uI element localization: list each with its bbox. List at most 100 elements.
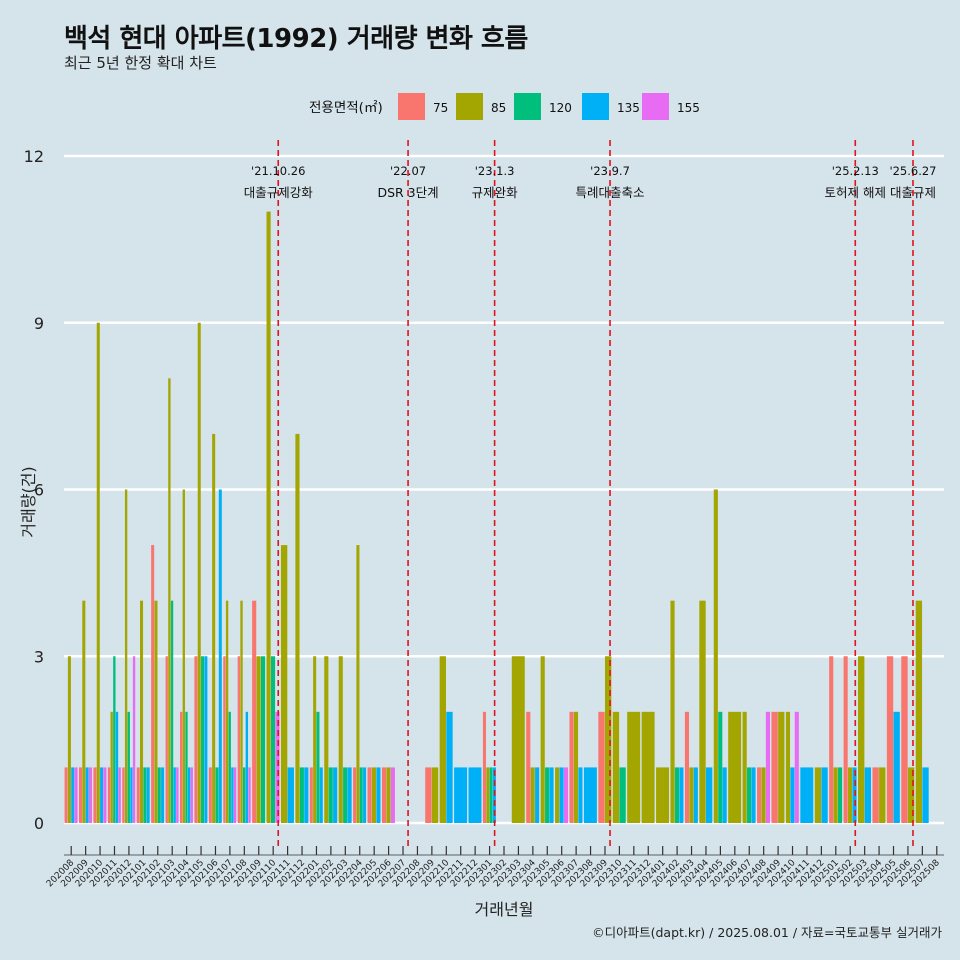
bar-202408-155 [765, 711, 770, 823]
bar-202311-85 [627, 711, 641, 823]
bar-202306-85 [555, 767, 560, 823]
bar-202405-85 [713, 489, 718, 823]
bar-202303-85 [511, 656, 525, 823]
bar-202009-135 [85, 767, 89, 823]
bar-202107-135 [231, 767, 234, 823]
bar-202304-135 [535, 767, 540, 823]
bar-202410-155 [794, 711, 799, 823]
bar-202205-135 [376, 767, 381, 823]
bar-202202-85 [324, 656, 329, 823]
bar-202107-120 [228, 711, 231, 823]
bar-202310-120 [619, 767, 626, 823]
bar-202108-120 [243, 767, 246, 823]
bar-202012-120 [127, 711, 130, 823]
legend-label: 135 [617, 101, 640, 115]
bar-202203-85 [338, 656, 343, 823]
bar-202011-75 [107, 767, 111, 823]
x-axis-title: 거래년월 [475, 900, 534, 919]
bar-202110-120 [270, 656, 276, 823]
bar-202301-85 [486, 767, 490, 823]
bar-202212-135 [468, 767, 482, 823]
bar-202403-135 [693, 767, 698, 823]
bar-202109-85 [256, 656, 261, 823]
legend-label: 155 [677, 101, 700, 115]
bar-202306-135 [559, 767, 564, 823]
bar-202206-85 [386, 767, 391, 823]
bar-202112-85 [295, 433, 300, 823]
bar-202211-135 [454, 767, 468, 823]
bar-202201-120 [316, 711, 320, 823]
bar-202011-135 [115, 711, 119, 823]
bar-202307-135 [578, 767, 583, 823]
bar-202304-85 [530, 767, 535, 823]
bar-202412-85 [814, 767, 822, 823]
bar-202110-85 [266, 211, 271, 823]
bar-202009-85 [82, 600, 86, 823]
legend-label: 75 [433, 101, 448, 115]
bar-202204-120 [359, 767, 363, 823]
bar-202411-135 [800, 767, 814, 823]
bar-202104-135 [187, 767, 191, 823]
bar-202408-75 [757, 767, 762, 823]
y-tick-label: 3 [34, 647, 44, 666]
bar-202403-85 [689, 767, 694, 823]
bar-202204-135 [363, 767, 367, 823]
bar-202101-135 [146, 767, 150, 823]
bar-202111-135 [287, 767, 294, 823]
legend-swatch-135 [582, 93, 609, 120]
bar-202012-155 [132, 656, 136, 823]
bar-202405-135 [722, 767, 727, 823]
bar-202107-75 [223, 656, 226, 823]
bar-202101-75 [136, 767, 140, 823]
bar-202103-85 [168, 378, 171, 823]
event-label: 대출규제강화 [244, 185, 314, 200]
bar-202306-155 [563, 767, 569, 823]
bar-202504-75 [872, 767, 879, 823]
bar-202107-85 [225, 600, 229, 823]
bar-202008-135 [71, 767, 75, 823]
event-date-label: '23.9.7 [590, 164, 630, 178]
bar-202101-120 [143, 767, 147, 823]
bar-202109-75 [252, 600, 257, 823]
bar-202410-135 [790, 767, 795, 823]
bar-202305-85 [540, 656, 545, 823]
bar-202102-120 [157, 767, 161, 823]
bar-202204-75 [353, 767, 357, 823]
bar-202011-155 [118, 767, 121, 823]
bar-202210-85 [439, 656, 446, 823]
bar-202102-75 [151, 545, 155, 823]
bar-202110-155 [275, 711, 280, 823]
event-label: 토허제 해제 [825, 185, 886, 200]
bar-202307-75 [569, 711, 574, 823]
bar-202309-85 [604, 656, 612, 823]
bar-202401-85 [656, 767, 670, 823]
bar-202310-85 [612, 711, 620, 823]
event-date-label: '23.1.3 [475, 164, 515, 178]
bar-202012-135 [130, 767, 133, 823]
bar-202203-135 [347, 767, 352, 823]
bar-202210-135 [446, 711, 453, 823]
source-caption: ©디아파트(dapt.kr) / 2025.08.01 / 자료=국토교통부 실… [592, 925, 942, 940]
legend-title: 전용면적(㎡) [309, 100, 383, 116]
bar-202101-85 [140, 600, 144, 823]
chart-title: 백석 현대 아파트(1992) 거래량 변화 흐름 [64, 24, 528, 54]
bar-202010-135 [100, 767, 104, 823]
bar-202504-85 [879, 767, 886, 823]
bar-202201-85 [313, 656, 317, 823]
bar-202304-75 [526, 711, 531, 823]
event-label: 규제완화 [472, 185, 519, 200]
bar-202112-120 [299, 767, 304, 823]
bar-202201-75 [309, 767, 313, 823]
bar-202009-155 [88, 767, 92, 823]
y-tick-label: 6 [34, 481, 44, 500]
bar-202009-75 [79, 767, 83, 823]
bar-202404-135 [705, 767, 713, 823]
bar-202205-75 [367, 767, 372, 823]
bar-202111-85 [280, 545, 288, 823]
bar-202301-75 [482, 711, 486, 823]
bar-202505-135 [893, 711, 900, 823]
bar-202309-75 [598, 711, 605, 823]
legend-label: 120 [549, 101, 572, 115]
bar-202312-85 [641, 711, 655, 823]
bar-202412-135 [821, 767, 828, 823]
